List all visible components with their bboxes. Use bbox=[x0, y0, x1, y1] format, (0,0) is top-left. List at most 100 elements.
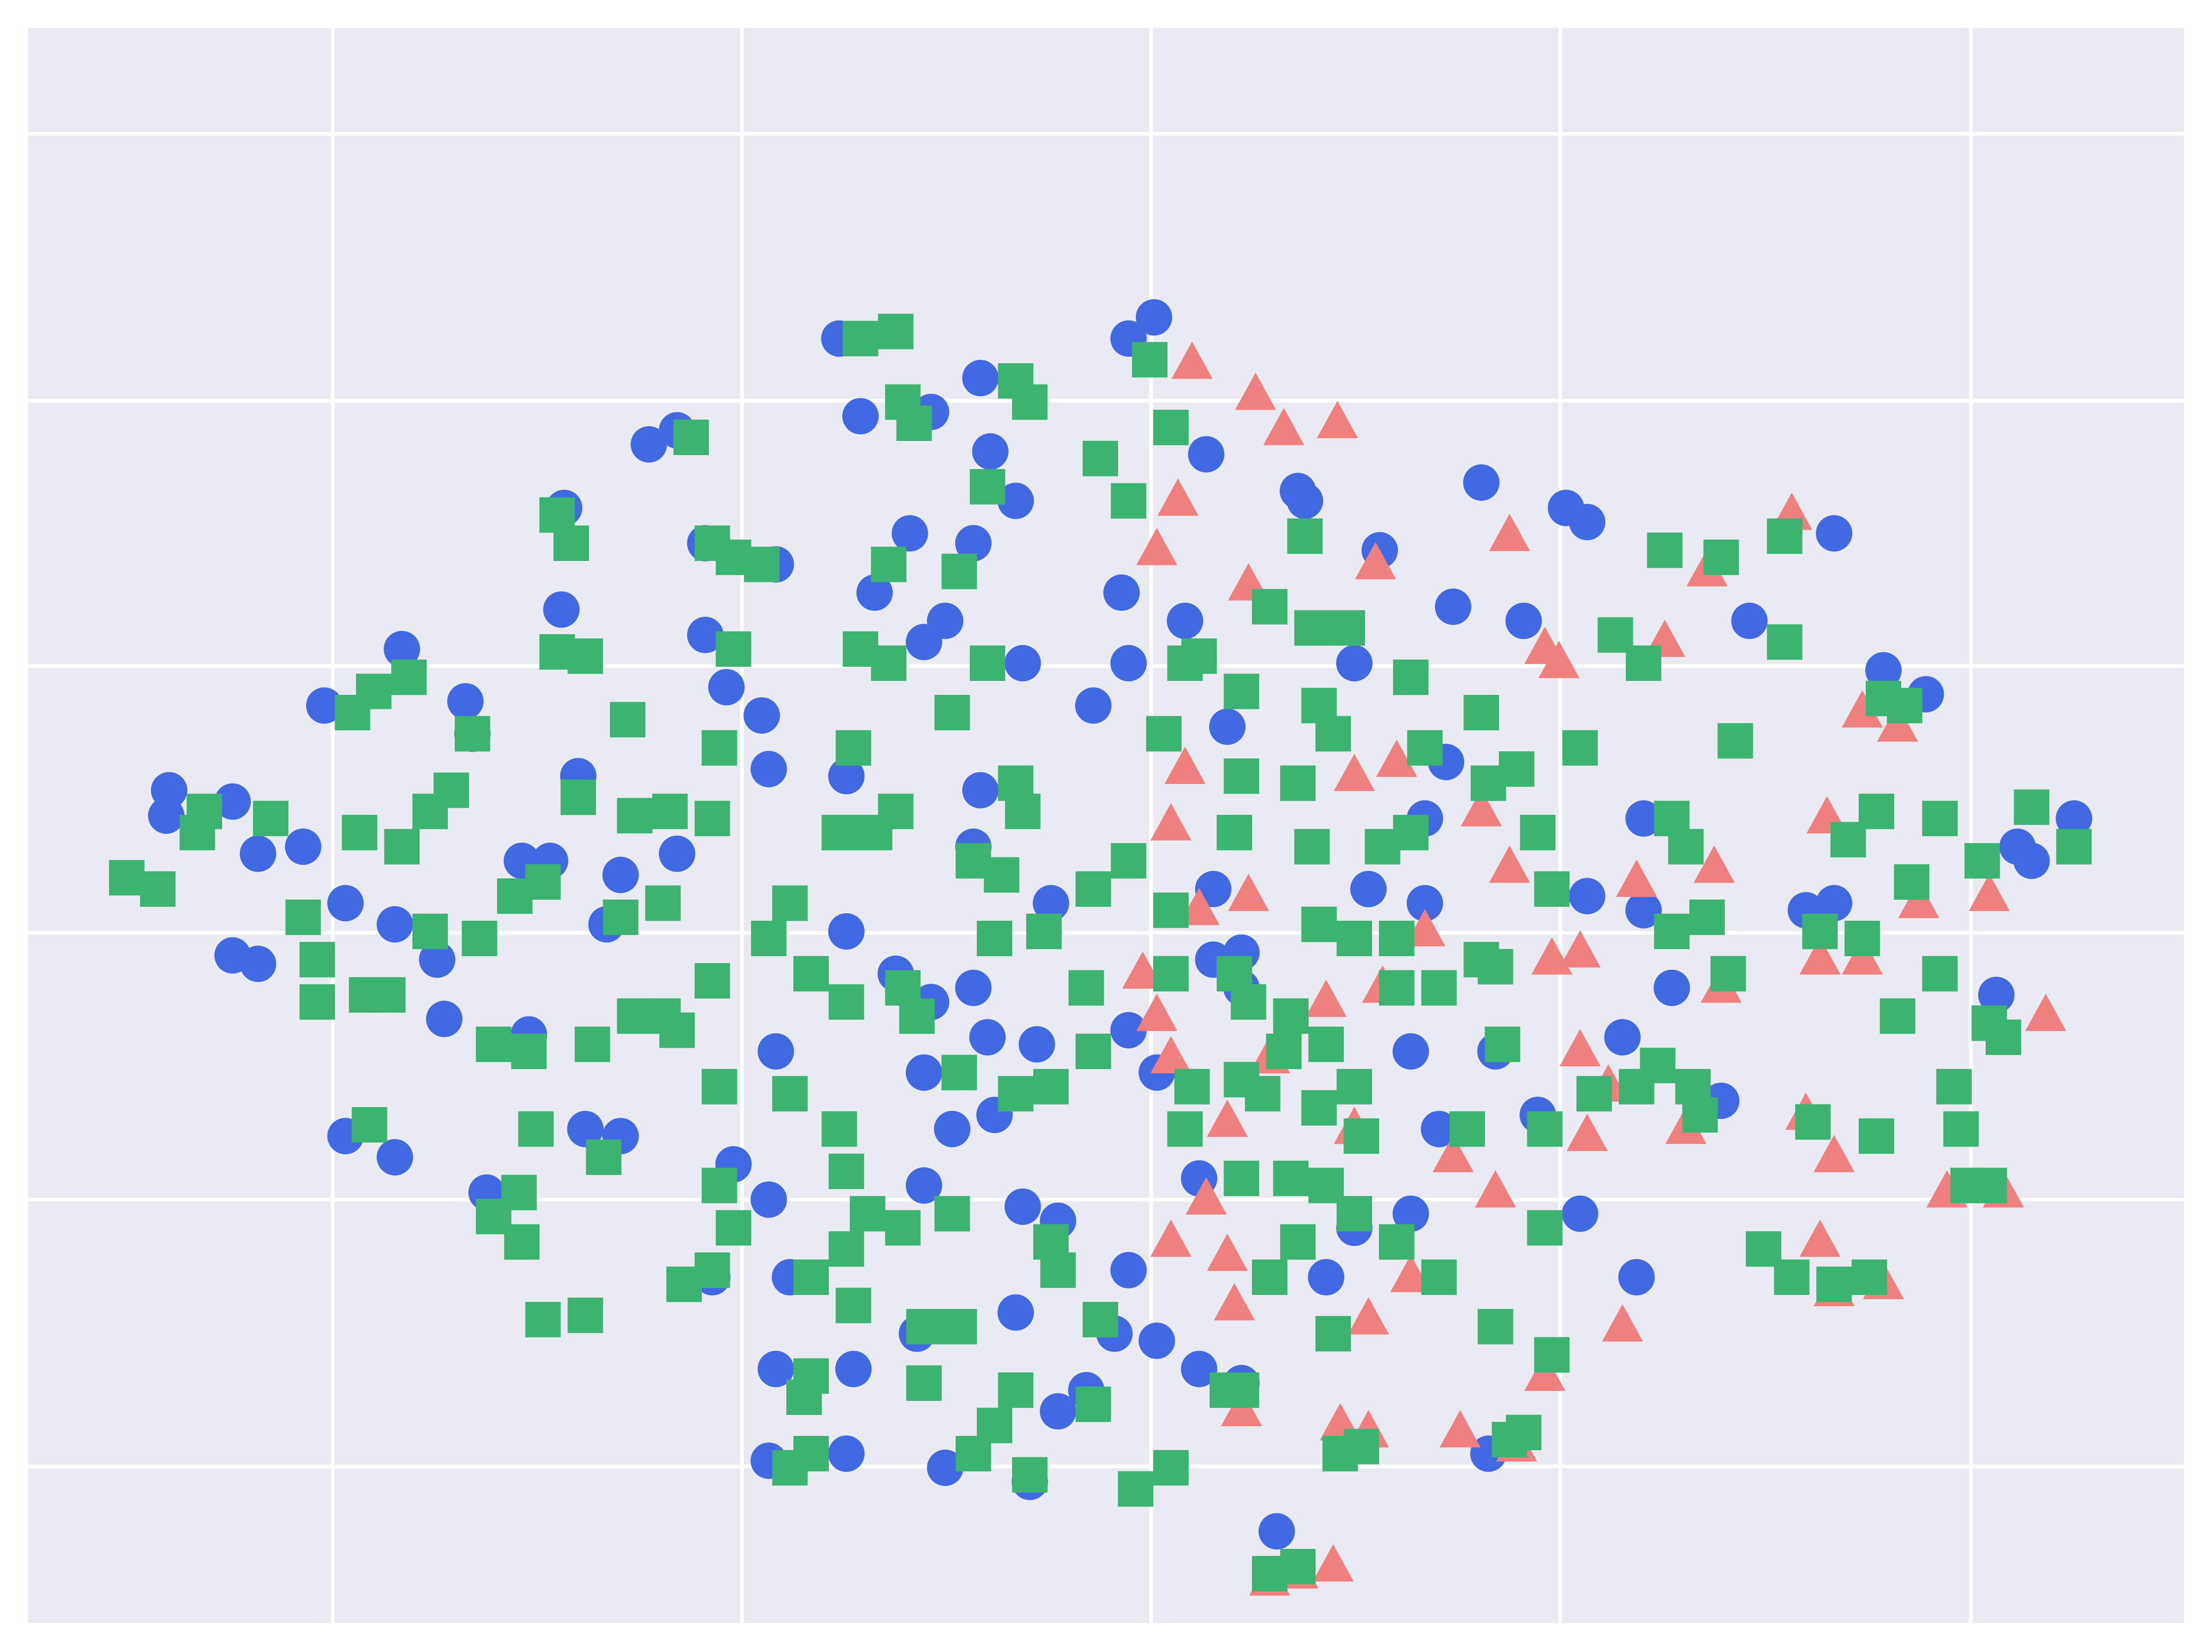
point bbox=[1224, 758, 1260, 794]
point bbox=[998, 1076, 1034, 1112]
point bbox=[1538, 641, 1580, 679]
point bbox=[1308, 1026, 1344, 1062]
point bbox=[1799, 937, 1841, 975]
point bbox=[1604, 1019, 1641, 1056]
point bbox=[1477, 1309, 1513, 1344]
point bbox=[1224, 673, 1260, 709]
point bbox=[1263, 408, 1304, 446]
point bbox=[109, 860, 145, 896]
point bbox=[1489, 513, 1530, 551]
point bbox=[1505, 602, 1542, 639]
point bbox=[1534, 871, 1570, 907]
point bbox=[419, 941, 455, 978]
point bbox=[652, 793, 688, 829]
point bbox=[1561, 1195, 1598, 1232]
point bbox=[1534, 1337, 1570, 1373]
point bbox=[1287, 518, 1323, 554]
point bbox=[426, 1001, 462, 1037]
point bbox=[906, 1309, 942, 1344]
point bbox=[997, 1294, 1034, 1331]
point bbox=[1376, 739, 1417, 777]
point bbox=[1654, 913, 1690, 949]
point bbox=[955, 525, 992, 562]
point bbox=[1407, 885, 1443, 922]
point bbox=[970, 469, 1006, 505]
point bbox=[821, 815, 857, 851]
point bbox=[148, 797, 185, 834]
point bbox=[497, 878, 533, 914]
point bbox=[567, 1111, 604, 1148]
point bbox=[757, 1351, 794, 1387]
point bbox=[1421, 1259, 1457, 1295]
point bbox=[1559, 1029, 1601, 1066]
point bbox=[1082, 1302, 1118, 1337]
point bbox=[1880, 998, 1916, 1034]
point bbox=[1294, 610, 1330, 646]
point bbox=[1181, 638, 1217, 674]
point bbox=[1858, 1118, 1894, 1154]
point bbox=[306, 687, 343, 724]
point bbox=[1178, 888, 1220, 925]
point bbox=[1717, 723, 1753, 759]
point bbox=[828, 1154, 864, 1190]
point bbox=[1767, 624, 1803, 660]
point bbox=[1527, 1210, 1563, 1246]
point bbox=[793, 1436, 829, 1472]
point bbox=[1559, 930, 1601, 968]
point bbox=[1475, 1170, 1516, 1208]
point bbox=[828, 758, 865, 795]
point bbox=[1188, 436, 1225, 473]
point bbox=[1851, 1259, 1887, 1295]
point bbox=[1477, 949, 1513, 985]
point bbox=[1122, 951, 1163, 989]
point bbox=[1865, 652, 1902, 689]
point bbox=[701, 1168, 737, 1204]
point bbox=[1463, 464, 1500, 501]
point bbox=[1421, 1111, 1457, 1148]
point bbox=[476, 1026, 511, 1062]
point bbox=[1252, 1556, 1288, 1592]
point bbox=[1795, 1104, 1831, 1140]
point bbox=[1640, 1048, 1676, 1084]
point bbox=[871, 546, 907, 582]
point bbox=[543, 591, 580, 628]
point bbox=[1668, 829, 1704, 865]
point bbox=[1185, 1177, 1227, 1215]
point bbox=[1562, 730, 1598, 766]
point bbox=[750, 1181, 787, 1218]
point bbox=[1379, 1224, 1414, 1260]
point bbox=[1449, 1111, 1485, 1147]
point bbox=[1005, 793, 1041, 829]
point bbox=[567, 1297, 603, 1333]
point bbox=[1033, 1224, 1069, 1260]
point bbox=[1393, 659, 1429, 695]
point bbox=[1153, 1450, 1189, 1486]
point bbox=[630, 426, 667, 463]
point bbox=[1625, 645, 1661, 681]
point bbox=[701, 1069, 737, 1105]
point bbox=[1167, 602, 1204, 639]
point bbox=[1209, 708, 1246, 745]
point bbox=[842, 321, 878, 357]
point bbox=[384, 630, 420, 667]
point bbox=[1943, 1111, 1979, 1147]
point bbox=[1012, 1457, 1048, 1493]
point bbox=[969, 1019, 1006, 1056]
point bbox=[1463, 695, 1499, 731]
point bbox=[412, 793, 448, 829]
point bbox=[1520, 815, 1556, 851]
point bbox=[1315, 1316, 1351, 1351]
point bbox=[715, 631, 751, 667]
point bbox=[1111, 843, 1147, 879]
point bbox=[602, 856, 639, 893]
point bbox=[1936, 1069, 1972, 1105]
point bbox=[1118, 1471, 1154, 1507]
point bbox=[1068, 970, 1104, 1006]
point bbox=[511, 1033, 547, 1069]
point bbox=[1421, 970, 1457, 1006]
point bbox=[1527, 1111, 1563, 1147]
point bbox=[899, 998, 935, 1034]
point bbox=[1439, 1410, 1481, 1448]
point bbox=[1308, 1259, 1344, 1295]
